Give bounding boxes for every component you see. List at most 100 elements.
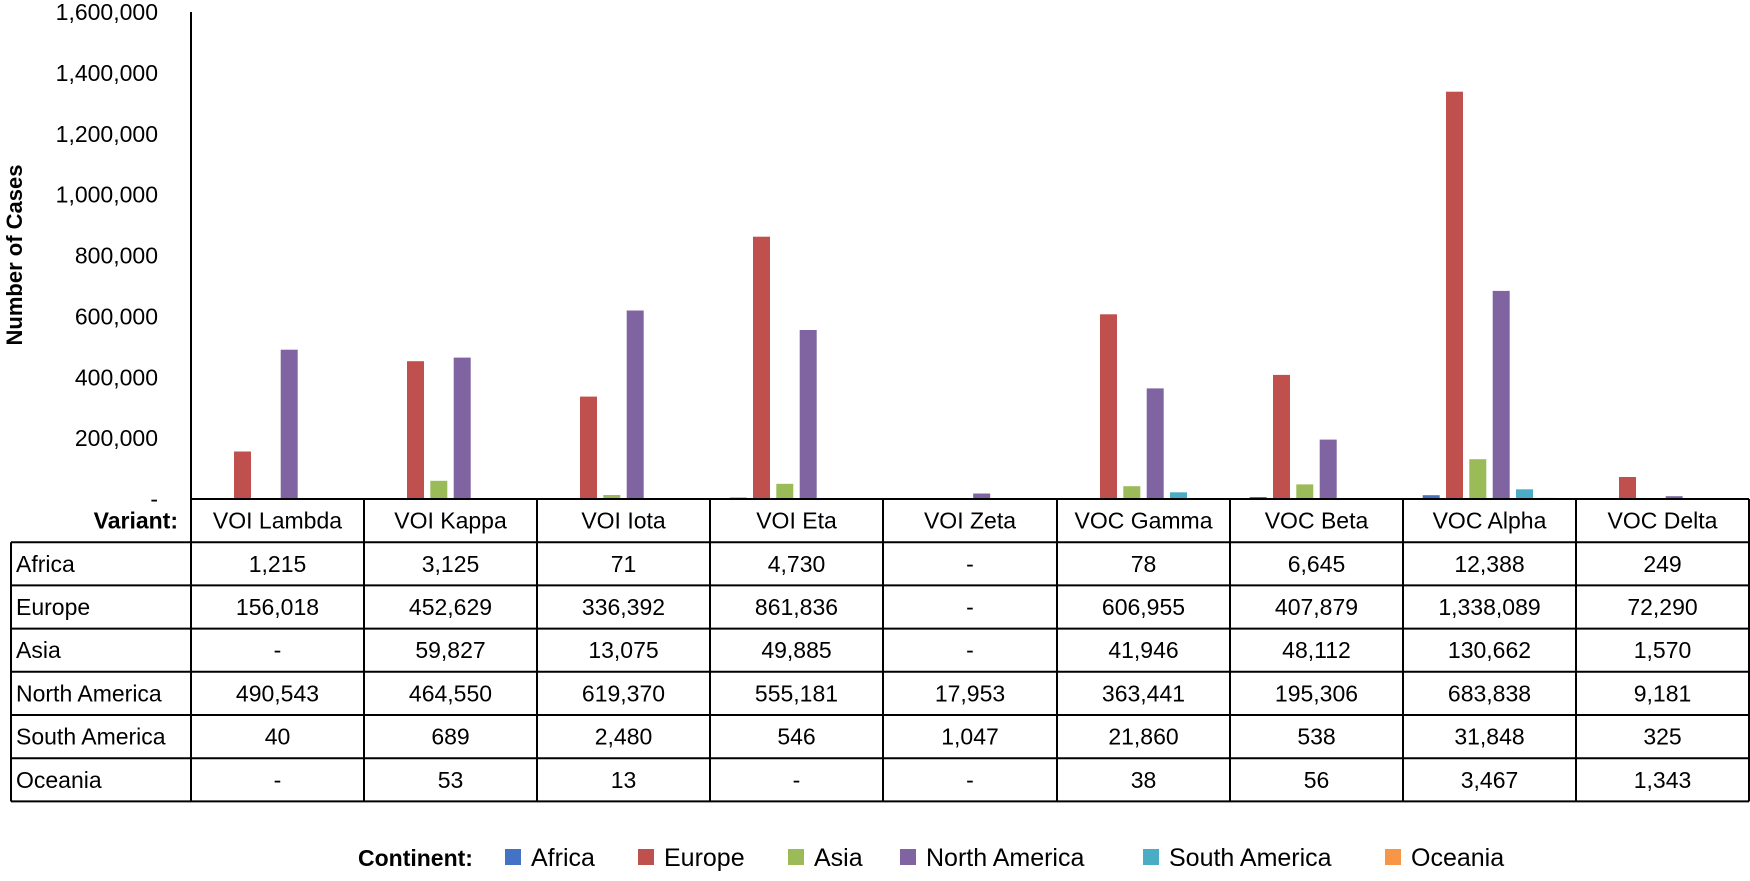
data-label-oceania: 53 [438, 767, 464, 793]
legend-label-africa: Africa [531, 844, 595, 872]
bar-voc-beta-north-america [1319, 439, 1337, 499]
data-label-south-america: 325 [1643, 724, 1681, 750]
legend-swatch-oceania [1385, 849, 1401, 865]
data-label-south-america: 2,480 [595, 724, 653, 750]
data-label-north-america: 619,370 [582, 680, 665, 706]
data-label-oceania: 38 [1131, 767, 1157, 793]
data-label-europe: 336,392 [582, 594, 665, 620]
data-label-europe: 156,018 [236, 594, 319, 620]
legend-label-north-america: North America [926, 844, 1084, 872]
data-label-oceania: - [274, 767, 282, 793]
table-row-label: South America [16, 724, 166, 750]
category-label: VOC Delta [1608, 508, 1718, 534]
data-label-europe: 861,836 [755, 594, 838, 620]
data-label-europe: 606,955 [1102, 594, 1185, 620]
y-tick-label: 1,400,000 [56, 60, 158, 86]
data-label-asia: - [966, 637, 974, 663]
data-label-europe: 452,629 [409, 594, 492, 620]
table-row-label: Asia [16, 637, 61, 663]
category-label: VOC Beta [1265, 508, 1369, 534]
data-label-africa: 249 [1643, 551, 1681, 577]
data-label-asia: 59,827 [415, 637, 485, 663]
data-label-asia: 130,662 [1448, 637, 1531, 663]
data-label-africa: 71 [611, 551, 637, 577]
data-label-europe: 72,290 [1627, 594, 1697, 620]
bar-voi-lambda-europe [234, 451, 251, 499]
bar-voc-alpha-africa [1422, 495, 1440, 499]
data-label-south-america: 21,860 [1108, 724, 1178, 750]
data-label-oceania: 1,343 [1634, 767, 1692, 793]
data-label-europe: - [966, 594, 974, 620]
data-label-south-america: 689 [431, 724, 469, 750]
category-label: VOI Kappa [394, 508, 507, 534]
data-label-south-america: 1,047 [941, 724, 999, 750]
data-label-africa: 3,125 [422, 551, 480, 577]
data-label-asia: 13,075 [588, 637, 658, 663]
data-label-north-america: 363,441 [1102, 680, 1185, 706]
bar-voi-zeta-north-america [973, 493, 991, 499]
bar-voc-alpha-asia [1469, 459, 1487, 499]
data-label-africa: 78 [1131, 551, 1157, 577]
data-label-north-america: 683,838 [1448, 680, 1531, 706]
data-label-north-america: 9,181 [1634, 680, 1692, 706]
data-label-europe: 1,338,089 [1438, 594, 1540, 620]
legend-swatch-africa [505, 849, 521, 865]
data-label-south-america: 40 [265, 724, 291, 750]
legend-title: Continent: [358, 845, 473, 871]
bar-voc-delta-europe [1619, 477, 1636, 499]
data-label-north-america: 17,953 [935, 680, 1005, 706]
y-tick-label: 600,000 [75, 303, 158, 329]
table-row-label: Oceania [16, 767, 102, 793]
bar-voc-gamma-asia [1123, 486, 1141, 499]
data-label-africa: - [966, 551, 974, 577]
bar-voc-alpha-europe [1446, 91, 1463, 499]
table-row-label: Europe [16, 594, 90, 620]
bar-voc-gamma-south-america [1170, 492, 1187, 499]
bar-voi-iota-asia [603, 495, 621, 499]
bar-voi-kappa-asia [430, 480, 448, 499]
y-tick-label: 1,600,000 [56, 0, 158, 25]
data-label-north-america: 555,181 [755, 680, 838, 706]
data-label-asia: 49,885 [761, 637, 831, 663]
category-label: VOC Alpha [1433, 508, 1547, 534]
bar-voc-beta-asia [1296, 484, 1314, 499]
data-label-asia: 1,570 [1634, 637, 1692, 663]
category-label: VOI Iota [581, 508, 666, 534]
data-table: Variant: VOI Lambda VOI Kappa VOI Iota VOI E… [10, 498, 1750, 803]
legend-label-oceania: Oceania [1411, 844, 1504, 872]
bar-voc-delta-north-america [1665, 496, 1683, 499]
data-label-oceania: 3,467 [1461, 767, 1519, 793]
legend-label-south-america: South America [1169, 844, 1332, 872]
bar-voi-eta-north-america [799, 330, 817, 499]
data-label-africa: 1,215 [249, 551, 307, 577]
data-label-oceania: 56 [1304, 767, 1330, 793]
bar-voc-gamma-north-america [1146, 388, 1164, 499]
data-label-oceania: 13 [611, 767, 637, 793]
data-label-north-america: 490,543 [236, 680, 319, 706]
y-tick-label: 1,200,000 [56, 121, 158, 147]
data-label-north-america: 464,550 [409, 680, 492, 706]
bar-voc-alpha-north-america [1492, 290, 1510, 499]
data-label-oceania: - [793, 767, 801, 793]
data-label-africa: 12,388 [1454, 551, 1524, 577]
data-label-oceania: - [966, 767, 974, 793]
y-tick-label: 200,000 [75, 425, 158, 451]
bar-voi-kappa-north-america [453, 357, 471, 499]
legend: Continent: Africa Europe Asia North America S… [358, 844, 1504, 872]
data-label-south-america: 31,848 [1454, 724, 1524, 750]
bars [210, 91, 1730, 499]
data-label-south-america: 546 [777, 724, 815, 750]
category-label: VOI Eta [756, 508, 837, 534]
legend-label-asia: Asia [814, 844, 863, 872]
data-label-north-america: 195,306 [1275, 680, 1358, 706]
bar-voi-eta-asia [776, 483, 794, 499]
table-header-label: Variant: [94, 508, 178, 534]
data-label-africa: 4,730 [768, 551, 826, 577]
bar-voi-iota-north-america [626, 310, 644, 499]
bar-voc-beta-europe [1273, 374, 1290, 499]
bar-voi-kappa-europe [407, 361, 424, 499]
data-label-europe: 407,879 [1275, 594, 1358, 620]
legend-swatch-north-america [900, 849, 916, 865]
legend-label-europe: Europe [664, 844, 745, 872]
y-tick-label: 1,000,000 [56, 182, 158, 208]
